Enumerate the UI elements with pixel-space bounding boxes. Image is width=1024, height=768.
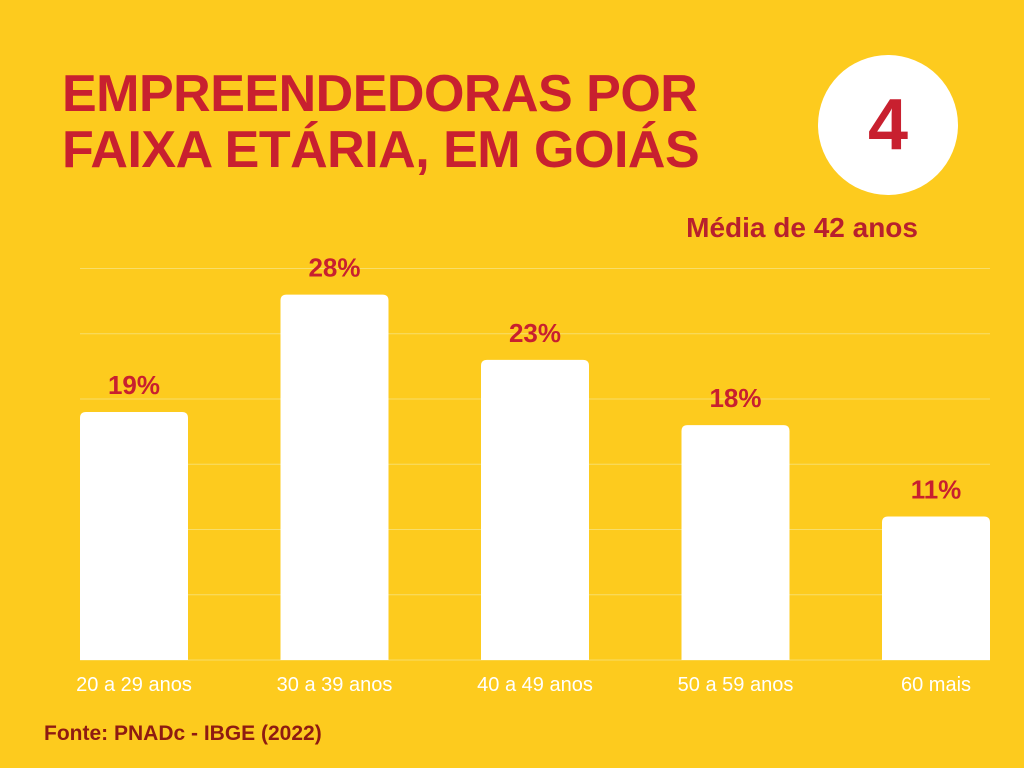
number-badge: 4 xyxy=(818,55,958,195)
x-tick-label: 30 a 39 anos xyxy=(277,674,393,696)
x-tick-label: 60 mais xyxy=(901,674,971,696)
data-label: 19% xyxy=(108,370,160,400)
chart-title: EMPREENDEDORAS POR FAIXA ETÁRIA, EM GOIÁ… xyxy=(62,66,802,178)
bar xyxy=(681,425,790,660)
badge-number: 4 xyxy=(867,85,909,165)
bar xyxy=(882,516,990,660)
x-tick-label: 50 a 59 anos xyxy=(678,674,794,696)
data-label: 18% xyxy=(709,383,761,413)
data-label: 28% xyxy=(308,253,360,283)
title-line-2: FAIXA ETÁRIA, EM GOIÁS xyxy=(62,121,700,179)
source-note: Fonte: PNADc - IBGE (2022) xyxy=(44,722,322,745)
data-label: 11% xyxy=(911,474,962,504)
title-line-1: EMPREENDEDORAS POR xyxy=(62,65,698,123)
average-age-subtitle: Média de 42 anos xyxy=(686,212,918,243)
data-label: 23% xyxy=(509,318,561,348)
x-tick-label: 40 a 49 anos xyxy=(477,674,593,696)
bar xyxy=(280,294,389,660)
bar xyxy=(481,359,589,660)
bar xyxy=(80,412,188,660)
x-tick-label: 20 a 29 anos xyxy=(76,674,192,696)
